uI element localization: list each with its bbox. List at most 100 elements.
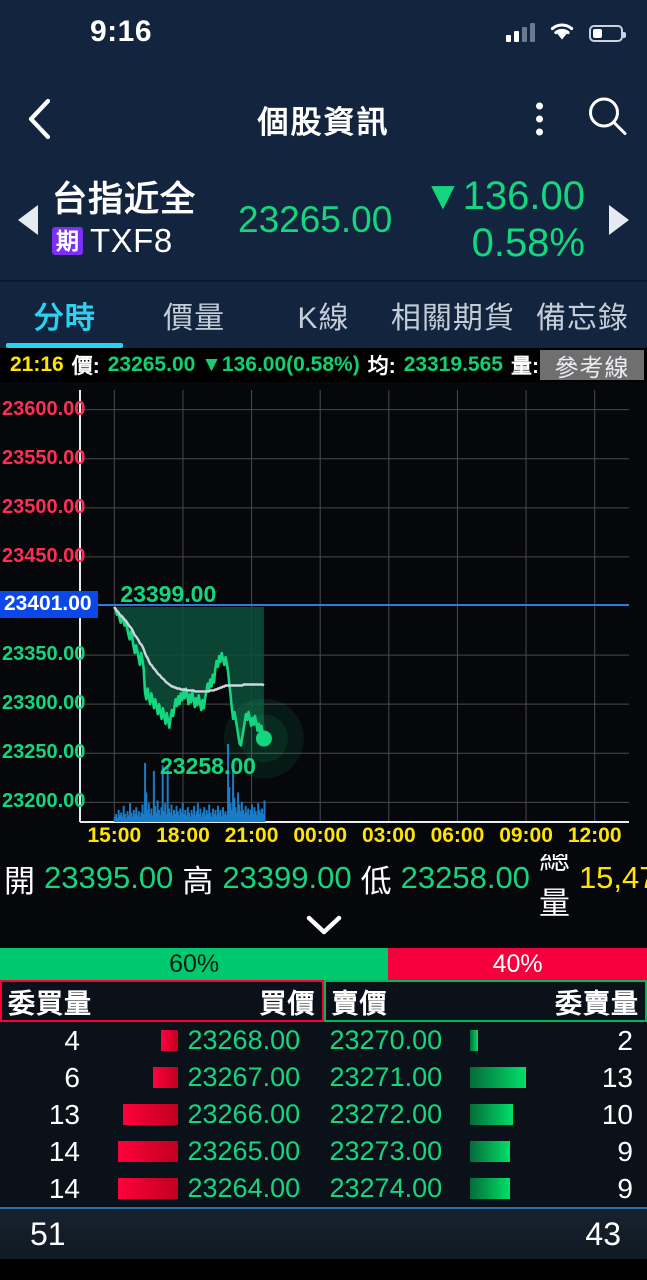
x-axis-label: 09:00 [499,824,553,847]
symbol-name: 台指近全 [52,179,197,219]
tab-label: K線 [297,302,350,335]
average-label: 均: [367,355,396,378]
order-book-row[interactable]: 6 23267.00 23271.00 13 [0,1059,647,1096]
price-readout: 23265.00 ▼136.00(0.58%) [107,353,360,376]
y-axis-label: 23200.00 [2,790,86,813]
ask-bar-cell [466,1059,562,1096]
cellular-signal-icon [506,23,535,42]
battery-icon [589,24,626,42]
sell-ratio-segment: 40% [388,948,647,980]
bid-qty: 14 [48,1172,80,1204]
navigation-actions [526,95,629,144]
bid-cell: 13 23266.00 [0,1096,324,1133]
ask-bar [469,1104,514,1125]
ask-cell: 23274.00 9 [324,1170,647,1207]
bid-price: 23266.00 [187,1099,301,1129]
symbol-identity[interactable]: 台指近全 期 TXF8 [52,160,196,280]
status-bar-time: 9:16 [90,15,153,48]
tab-4[interactable]: 備忘錄 [518,282,647,348]
y-axis-label: 23300.00 [2,692,86,715]
price-change-block: ▼136.00 0.58% [423,160,585,280]
y-axis-label: 23250.00 [2,741,86,764]
tab-bar: 分時 價量 K線 相關期貨 備忘錄 [0,282,647,348]
bid-qty: 14 [48,1135,80,1167]
ask-price: 23273.00 [329,1136,443,1166]
order-book-row[interactable]: 13 23266.00 23272.00 10 [0,1096,647,1133]
bid-cell: 14 23264.00 [0,1170,324,1207]
order-book-row[interactable]: 14 23264.00 23274.00 9 [0,1170,647,1207]
next-symbol-button[interactable] [597,198,641,242]
tab-0[interactable]: 分時 [0,282,129,348]
bid-bar-cell [86,1133,182,1170]
ask-qty: 10 [601,1098,633,1130]
session-stats: 開 23395.00 高 23399.00 低 23258.00 總量 15,4… [0,841,647,921]
tab-2[interactable]: K線 [259,282,388,348]
chart-info-bar: 21:16 價: 23265.00 ▼136.00(0.58%) 均: 2331… [0,348,647,382]
bid-cell: 6 23267.00 [0,1059,324,1096]
high-label: 高 [182,863,214,899]
tab-label: 相關期貨 [390,302,515,335]
ask-bar-cell [466,1170,562,1207]
chevron-down-icon [306,915,341,935]
tab-3[interactable]: 相關期貨 [388,282,517,348]
order-book-row[interactable]: 4 23268.00 23270.00 2 [0,1022,647,1059]
total-ask-qty: 43 [585,1215,621,1252]
total-volume-value: 15,475 [578,860,647,895]
bid-qty: 4 [64,1024,80,1056]
ask-price-header: 賣價 [331,988,388,1019]
bid-bar [118,1141,178,1162]
symbol-code-row: 期 TXF8 [52,222,173,260]
order-book-header: 委買量 買價 賣價 委賣量 [0,980,647,1022]
back-button[interactable] [14,94,64,144]
bid-bar-cell [86,1170,182,1207]
average-readout: 23319.565 [403,353,503,376]
open-value: 23395.00 [44,860,174,895]
last-price: 23265.00 [238,199,393,240]
bid-bar [161,1030,178,1051]
ask-bar [469,1141,510,1162]
bid-bar [118,1178,178,1199]
ask-qty: 2 [617,1024,633,1056]
ask-qty: 9 [617,1135,633,1167]
order-book-row[interactable]: 14 23265.00 23273.00 9 [0,1133,647,1170]
status-bar: 9:16 [0,0,647,78]
bid-bar-cell [86,1022,182,1059]
quote-time: 21:16 [10,353,64,376]
price-label: 價: [71,355,100,378]
reference-line-button[interactable]: 參考線 [540,350,644,382]
bid-header: 委買量 買價 [0,980,324,1022]
triangle-right-icon [609,205,629,235]
tab-1[interactable]: 價量 [129,282,258,348]
chart-high-annotation: 23399.00 [120,580,217,607]
bid-bar-cell [86,1096,182,1133]
tab-label: 備忘錄 [535,302,629,335]
ask-bar [469,1067,527,1088]
ask-cell: 23272.00 10 [324,1096,647,1133]
ask-bar-cell [466,1133,562,1170]
bid-price: 23265.00 [187,1136,301,1166]
futures-badge: 期 [52,226,83,256]
x-axis-label: 06:00 [430,824,485,847]
x-axis-labels: 15:00 18:00 21:00 00:00 03:00 06:00 09:00 12:00 [0,824,647,854]
bid-bar-cell [86,1059,182,1096]
bid-price: 23264.00 [187,1173,301,1203]
triangle-left-icon [18,205,38,235]
ask-price: 23274.00 [329,1173,443,1203]
x-axis-label: 00:00 [293,824,348,847]
x-axis-label: 18:00 [156,824,210,847]
reference-price-label: 23401.00 [0,591,98,619]
search-icon[interactable] [585,95,629,144]
volume-label: 量: [510,355,539,378]
previous-symbol-button[interactable] [6,198,50,242]
buy-ratio-segment: 60% [0,948,389,980]
intraday-chart[interactable]: 23600.00 23550.00 23500.00 23450.00 23350.00… [0,382,647,854]
bid-qty: 13 [48,1098,80,1130]
ask-cell: 23270.00 2 [324,1022,647,1059]
low-label: 低 [360,863,392,899]
ask-qty-header: 委賣量 [555,988,639,1019]
tab-label: 價量 [163,302,226,335]
more-vertical-icon[interactable] [526,99,553,140]
collapse-chart-button[interactable] [0,902,647,948]
ask-qty: 9 [617,1172,633,1204]
chart-low-annotation: 23258.00 [160,753,256,780]
